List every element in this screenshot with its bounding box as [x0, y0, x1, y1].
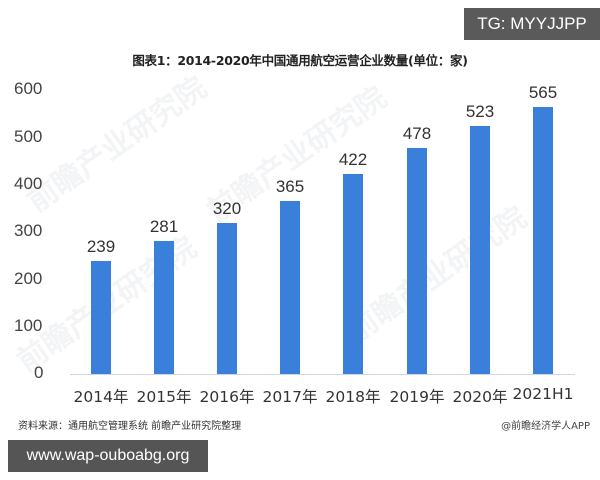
credit: @前瞻经济学人APP	[501, 421, 590, 432]
x-tick: 2014年	[73, 388, 129, 406]
y-tick: 200	[14, 269, 43, 288]
site-url-badge: www.wap-ouboabg.org	[8, 440, 208, 472]
bar	[154, 240, 174, 374]
source-note: 资料来源：通用航空管理系统 前瞻产业研究院整理	[18, 421, 242, 432]
y-tick: 0	[34, 363, 44, 382]
x-tick: 2017年	[262, 388, 318, 406]
x-tick: 2020年	[452, 388, 508, 406]
x-axis-line	[70, 374, 575, 375]
data-label: 422	[338, 150, 368, 170]
x-tick: 2016年	[199, 388, 255, 406]
data-label: 365	[275, 177, 305, 197]
data-label: 320	[212, 198, 242, 218]
x-tick: 2021H1	[512, 385, 574, 403]
bar	[470, 126, 490, 374]
data-label: 478	[402, 123, 432, 143]
y-tick: 400	[14, 174, 43, 193]
data-label: 565	[528, 82, 558, 102]
bar	[533, 106, 553, 374]
data-label: 239	[86, 236, 116, 256]
data-label: 523	[465, 102, 495, 122]
tg-badge: TG: MYYJJPP	[464, 8, 600, 40]
bar	[217, 222, 237, 374]
y-tick: 500	[14, 127, 43, 146]
x-tick: 2018年	[325, 388, 381, 406]
x-tick: 2019年	[389, 388, 445, 406]
x-tick: 2015年	[136, 388, 192, 406]
y-tick: 100	[14, 316, 43, 335]
data-label: 281	[149, 216, 179, 236]
chart-title: 图表1：2014-2020年中国通用航空运营企业数量(单位：家)	[132, 53, 468, 68]
bar	[407, 147, 427, 374]
bar	[343, 174, 363, 374]
bar	[91, 260, 111, 374]
y-tick: 600	[14, 79, 43, 98]
watermark: 前瞻产业研究院	[340, 200, 534, 350]
y-tick: 300	[14, 221, 43, 240]
bar	[280, 201, 300, 374]
